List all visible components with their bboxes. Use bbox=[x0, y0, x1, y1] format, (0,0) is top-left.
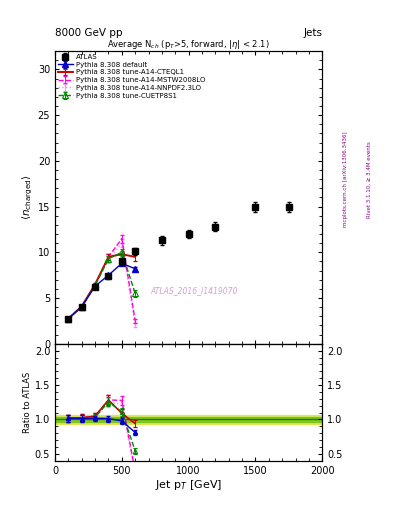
Bar bbox=[55, 415, 322, 423]
Y-axis label: $\langle n_\mathrm{charged}\rangle$: $\langle n_\mathrm{charged}\rangle$ bbox=[20, 175, 35, 220]
Y-axis label: Ratio to ATLAS: Ratio to ATLAS bbox=[23, 372, 32, 433]
Text: Jets: Jets bbox=[303, 28, 322, 38]
Text: Rivet 3.1.10, ≥ 3.4M events: Rivet 3.1.10, ≥ 3.4M events bbox=[367, 141, 372, 218]
Legend: ATLAS, Pythia 8.308 default, Pythia 8.308 tune-A14-CTEQL1, Pythia 8.308 tune-A14: ATLAS, Pythia 8.308 default, Pythia 8.30… bbox=[57, 53, 206, 99]
Text: mcplots.cern.ch [arXiv:1306.3436]: mcplots.cern.ch [arXiv:1306.3436] bbox=[343, 132, 348, 227]
Title: Average N$_{ch}$ (p$_T$>5, forward, |$\eta$| < 2.1): Average N$_{ch}$ (p$_T$>5, forward, |$\e… bbox=[107, 38, 270, 51]
Bar bbox=[55, 417, 322, 421]
X-axis label: Jet p$_T$ [GeV]: Jet p$_T$ [GeV] bbox=[155, 478, 222, 493]
Text: ATLAS_2016_I1419070: ATLAS_2016_I1419070 bbox=[150, 287, 238, 295]
Text: 8000 GeV pp: 8000 GeV pp bbox=[55, 28, 123, 38]
